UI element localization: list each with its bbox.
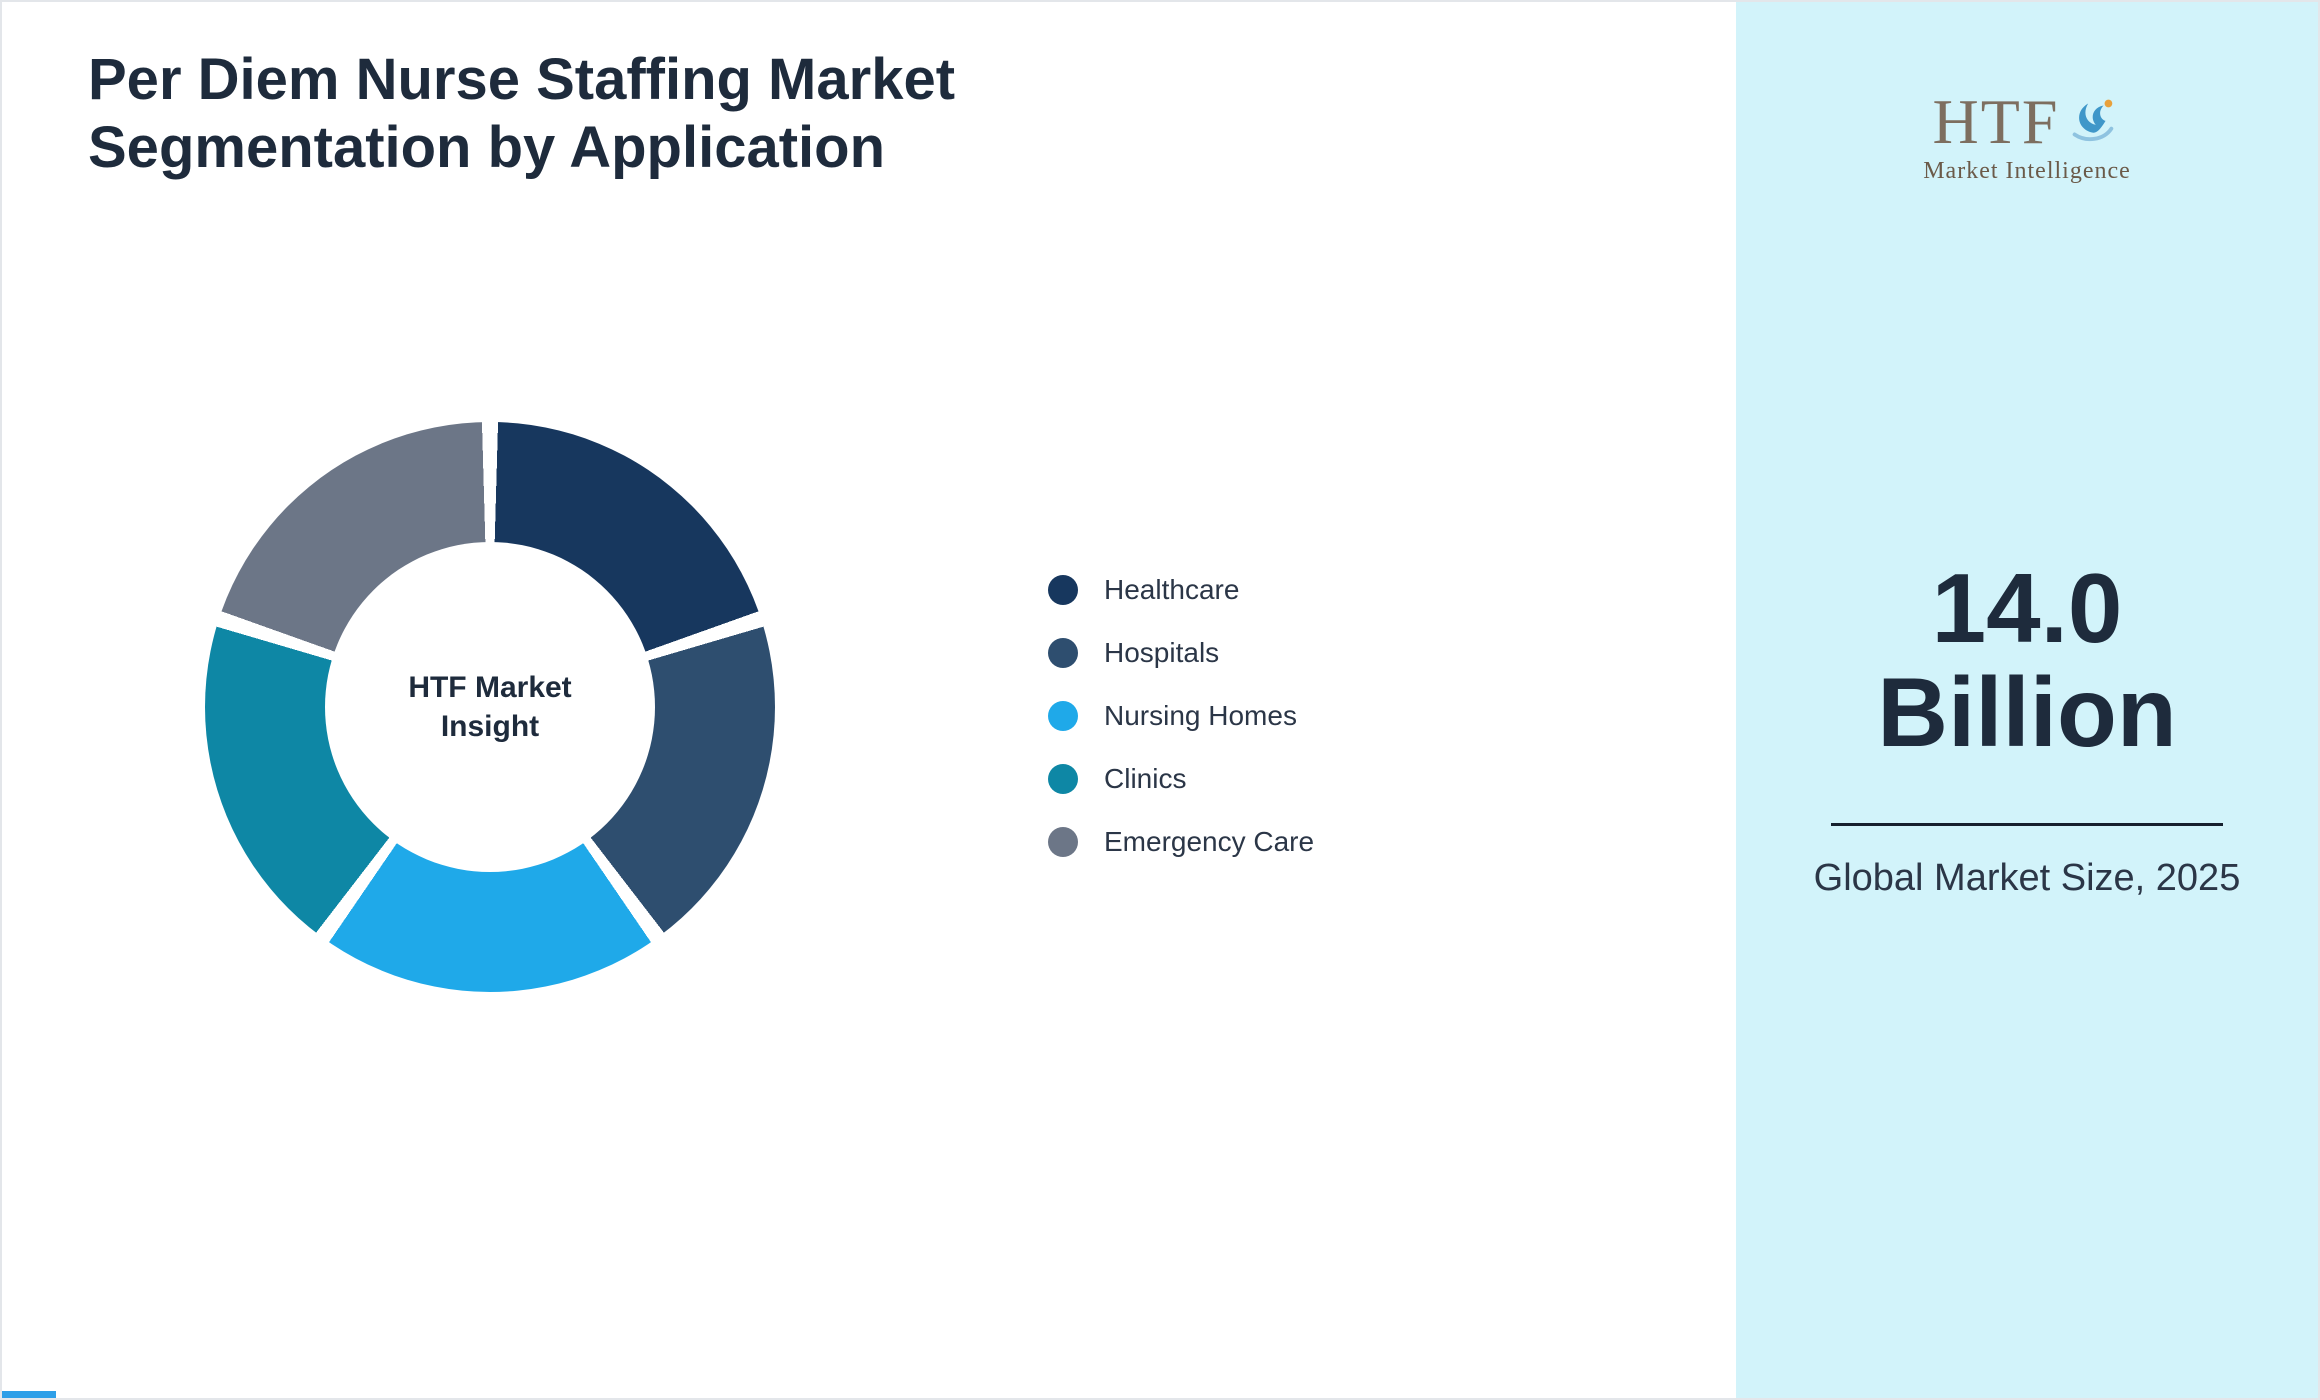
donut-center-label: HTF Market Insight (408, 671, 572, 743)
market-size-value: 14.0 Billion (1877, 553, 2177, 767)
legend-item-emergency-care: Emergency Care (1048, 810, 1314, 873)
legend-dot-hospitals-icon (1048, 637, 1078, 668)
donut-hole: HTF Market Insight (325, 542, 655, 872)
legend-dot-emergency-care-icon (1048, 826, 1078, 857)
sidebar-market-size: HTF Market Intelligence 14.0 Billion Glo… (1736, 2, 2318, 1398)
legend-label: Emergency Care (1104, 825, 1315, 857)
chart-legend: Healthcare Hospitals Nursing Homes Clini… (1048, 558, 1314, 873)
dolphin-icon (2073, 99, 2114, 142)
bottom-left-accent-bar (2, 1391, 56, 1398)
legend-item-nursing-homes: Nursing Homes (1048, 684, 1314, 747)
legend-dot-clinics-icon (1048, 763, 1078, 794)
htf-logo-subtext: Market Intelligence (1923, 158, 2131, 184)
legend-dot-nursing-homes-icon (1048, 700, 1078, 731)
page-title: Per Diem Nurse Staffing Market Segmentat… (88, 47, 956, 181)
htf-logo-row: HTF (1933, 90, 2122, 154)
legend-label: Healthcare (1104, 573, 1240, 605)
legend-label: Clinics (1104, 762, 1187, 794)
market-size-label: Global Market Size, 2025 (1813, 856, 2241, 899)
legend-item-hospitals: Hospitals (1048, 621, 1314, 684)
divider-line (1831, 822, 2223, 826)
donut-chart: HTF Market Insight (205, 422, 775, 992)
htf-logo: HTF Market Intelligence (1923, 90, 2131, 185)
legend-item-healthcare: Healthcare (1048, 558, 1314, 621)
legend-label: Nursing Homes (1104, 699, 1297, 731)
legend-item-clinics: Clinics (1048, 747, 1314, 810)
htf-logo-text: HTF (1932, 86, 2060, 157)
legend-label: Hospitals (1104, 636, 1220, 668)
legend-dot-healthcare-icon (1048, 574, 1078, 605)
